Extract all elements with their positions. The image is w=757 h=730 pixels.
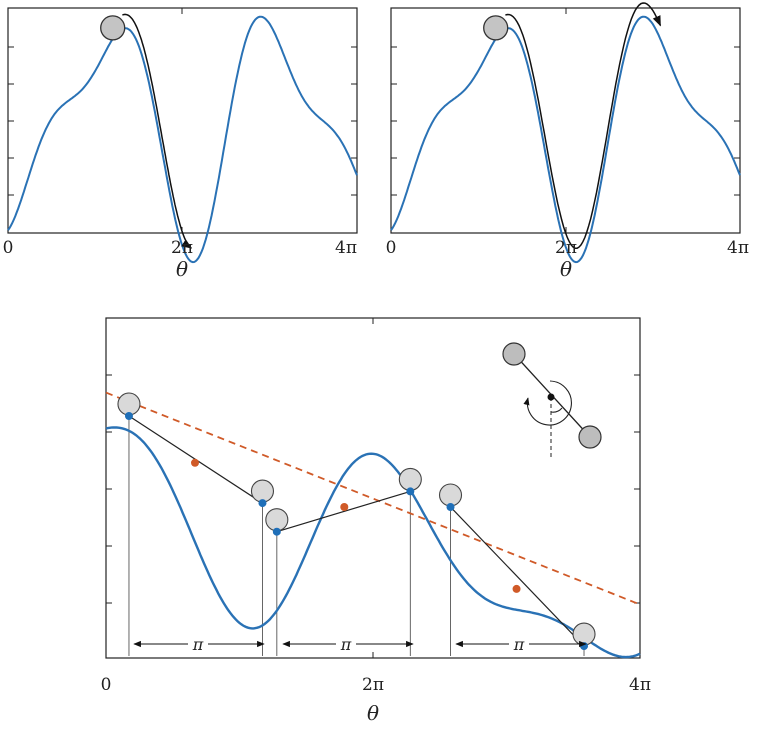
tick-label-2pi: 2π (362, 675, 384, 695)
ball (438, 483, 463, 507)
spacing-label-3: π (513, 635, 525, 654)
ball (100, 15, 126, 41)
chord-line (276, 490, 411, 533)
vertical-guides (128, 416, 585, 656)
sample-point (406, 487, 415, 496)
ball (265, 508, 289, 532)
pendulum-bob (578, 425, 602, 449)
tick-label-0: 0 (101, 675, 112, 695)
balls (117, 392, 596, 646)
ball (250, 479, 275, 503)
spacing-label-2: π (340, 635, 352, 654)
series-potential-line (7, 15, 358, 264)
trajectory-arrow (122, 13, 193, 249)
midpoint (512, 584, 521, 593)
tick-marks (391, 8, 740, 233)
tick-label-0: 0 (386, 238, 397, 258)
sample-point (446, 503, 455, 511)
x-axis-label: θ (560, 257, 572, 281)
tick-marks (8, 8, 357, 233)
tick-marks (106, 318, 640, 658)
sample-point (272, 527, 281, 536)
spacing-annotations: π π π (133, 634, 587, 654)
x-axis-label: θ (176, 257, 188, 281)
pivot (547, 393, 555, 401)
ball (117, 392, 141, 416)
plot-frame (390, 7, 741, 234)
pendulum-inset (502, 342, 602, 460)
sample-point (580, 642, 589, 651)
plot-frame (105, 317, 641, 659)
tick-label-0: 0 (3, 238, 14, 258)
angle-arc (550, 407, 563, 413)
ball (483, 15, 509, 41)
ball (398, 467, 422, 491)
series-potential-line (390, 15, 741, 264)
midpoint (191, 458, 199, 467)
midpoint (340, 503, 349, 511)
spacing-label-1: π (192, 635, 204, 654)
panel-top-left: 0 2π 4π θ (3, 7, 358, 281)
panel-bottom: π π π 0 2π 4π θ (101, 317, 651, 725)
chord-line (450, 506, 585, 647)
chords (128, 415, 585, 647)
sample-point (258, 499, 267, 508)
ball (572, 622, 596, 646)
panel-top-right: 0 2π 4π θ (386, 2, 749, 281)
sample-points (124, 412, 589, 651)
tick-label-2pi: 2π (171, 238, 193, 258)
series-average-trend-line (105, 391, 641, 606)
x-axis-label: θ (367, 701, 379, 725)
tick-label-4pi: 4π (335, 238, 357, 258)
tick-label-2pi: 2π (555, 238, 577, 258)
trajectory-arrow (505, 2, 662, 250)
rotation-arrow (523, 380, 572, 426)
sample-point (124, 412, 133, 420)
midpoints (191, 458, 521, 593)
pendulum-bob (502, 342, 526, 366)
tick-label-4pi: 4π (629, 675, 651, 695)
series-potential-line (105, 426, 641, 659)
plot-frame (7, 7, 358, 234)
tick-label-4pi: 4π (727, 238, 749, 258)
